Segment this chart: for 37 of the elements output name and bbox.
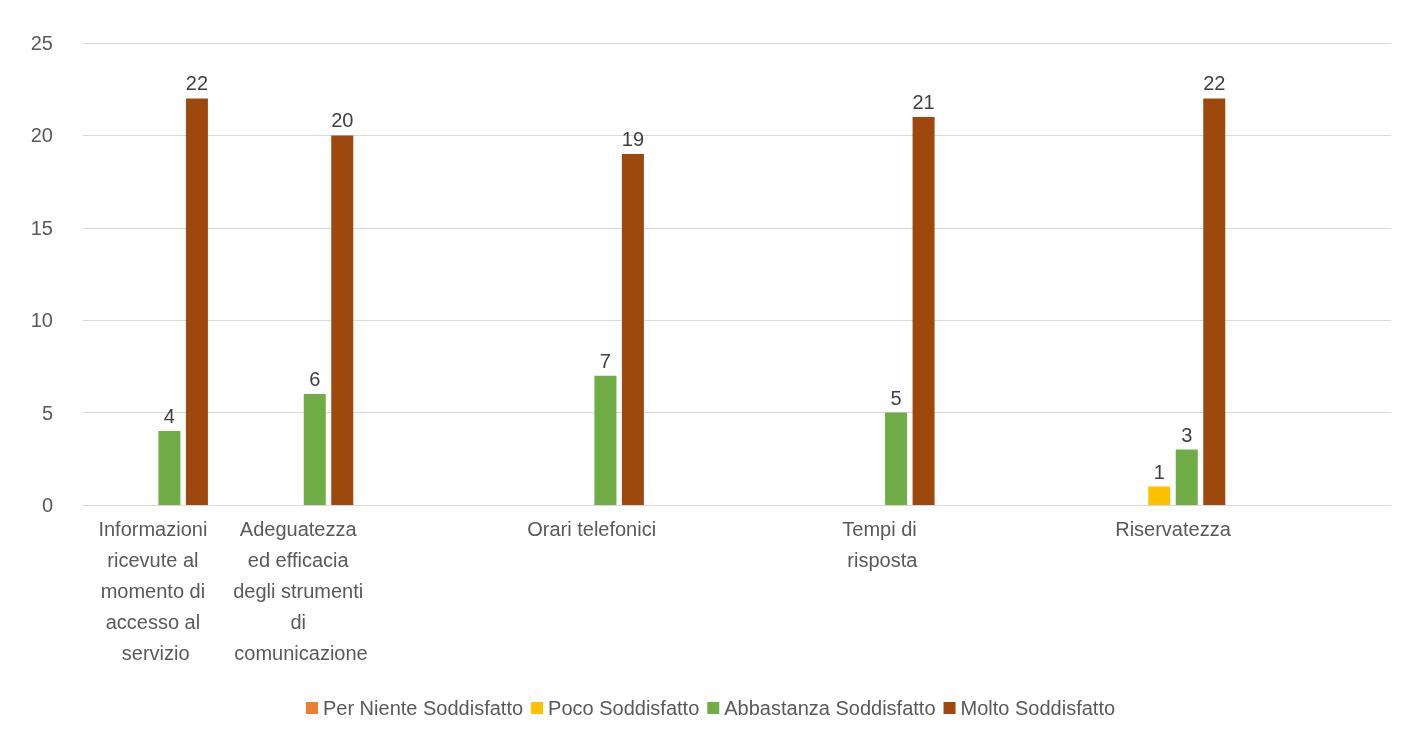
bar — [885, 412, 908, 505]
bar — [331, 135, 354, 505]
data-label: 5 — [890, 386, 902, 409]
bar — [594, 375, 617, 505]
legend-label: Per Niente Soddisfatto — [322, 697, 524, 719]
legend-label: Abbastanza Soddisfatto — [724, 697, 936, 719]
data-label: 22 — [185, 72, 209, 95]
y-tick-label: 20 — [30, 124, 53, 147]
bar — [303, 394, 326, 505]
y-tick-label: 5 — [41, 401, 53, 424]
bar — [1148, 486, 1171, 505]
y-tick-label: 25 — [30, 32, 53, 54]
x-tick-label: Orari telefonici — [527, 517, 657, 540]
data-label: 7 — [599, 349, 611, 372]
y-tick-label: 15 — [30, 216, 53, 239]
bar — [912, 116, 935, 505]
data-label: 21 — [912, 90, 935, 113]
x-tick-label: Tempi di risposta — [842, 517, 923, 571]
data-label: 19 — [621, 127, 645, 150]
legend-label: Poco Soddisfatto — [548, 697, 700, 719]
data-label: 22 — [1203, 72, 1226, 95]
data-label: 3 — [1181, 423, 1193, 446]
data-label: 6 — [309, 368, 321, 391]
data-label: 1 — [1153, 460, 1165, 483]
bar — [1203, 98, 1226, 505]
bar — [158, 431, 181, 505]
bar — [621, 153, 644, 505]
x-tick-label: Adeguatezza ed efficacia degli strumenti di comunicazione — [233, 517, 369, 664]
bar — [185, 98, 208, 505]
x-tick-label: Informazioni ricevute al momento di accesso al servizio — [98, 517, 213, 664]
legend-label: Molto Soddisfatto — [960, 697, 1116, 719]
data-label: 4 — [163, 405, 175, 428]
bar — [1175, 449, 1198, 505]
x-tick-label: Riservatezza — [1115, 517, 1232, 540]
data-label: 20 — [331, 109, 354, 132]
y-tick-label: 0 — [41, 494, 53, 516]
y-tick-label: 10 — [30, 309, 53, 332]
